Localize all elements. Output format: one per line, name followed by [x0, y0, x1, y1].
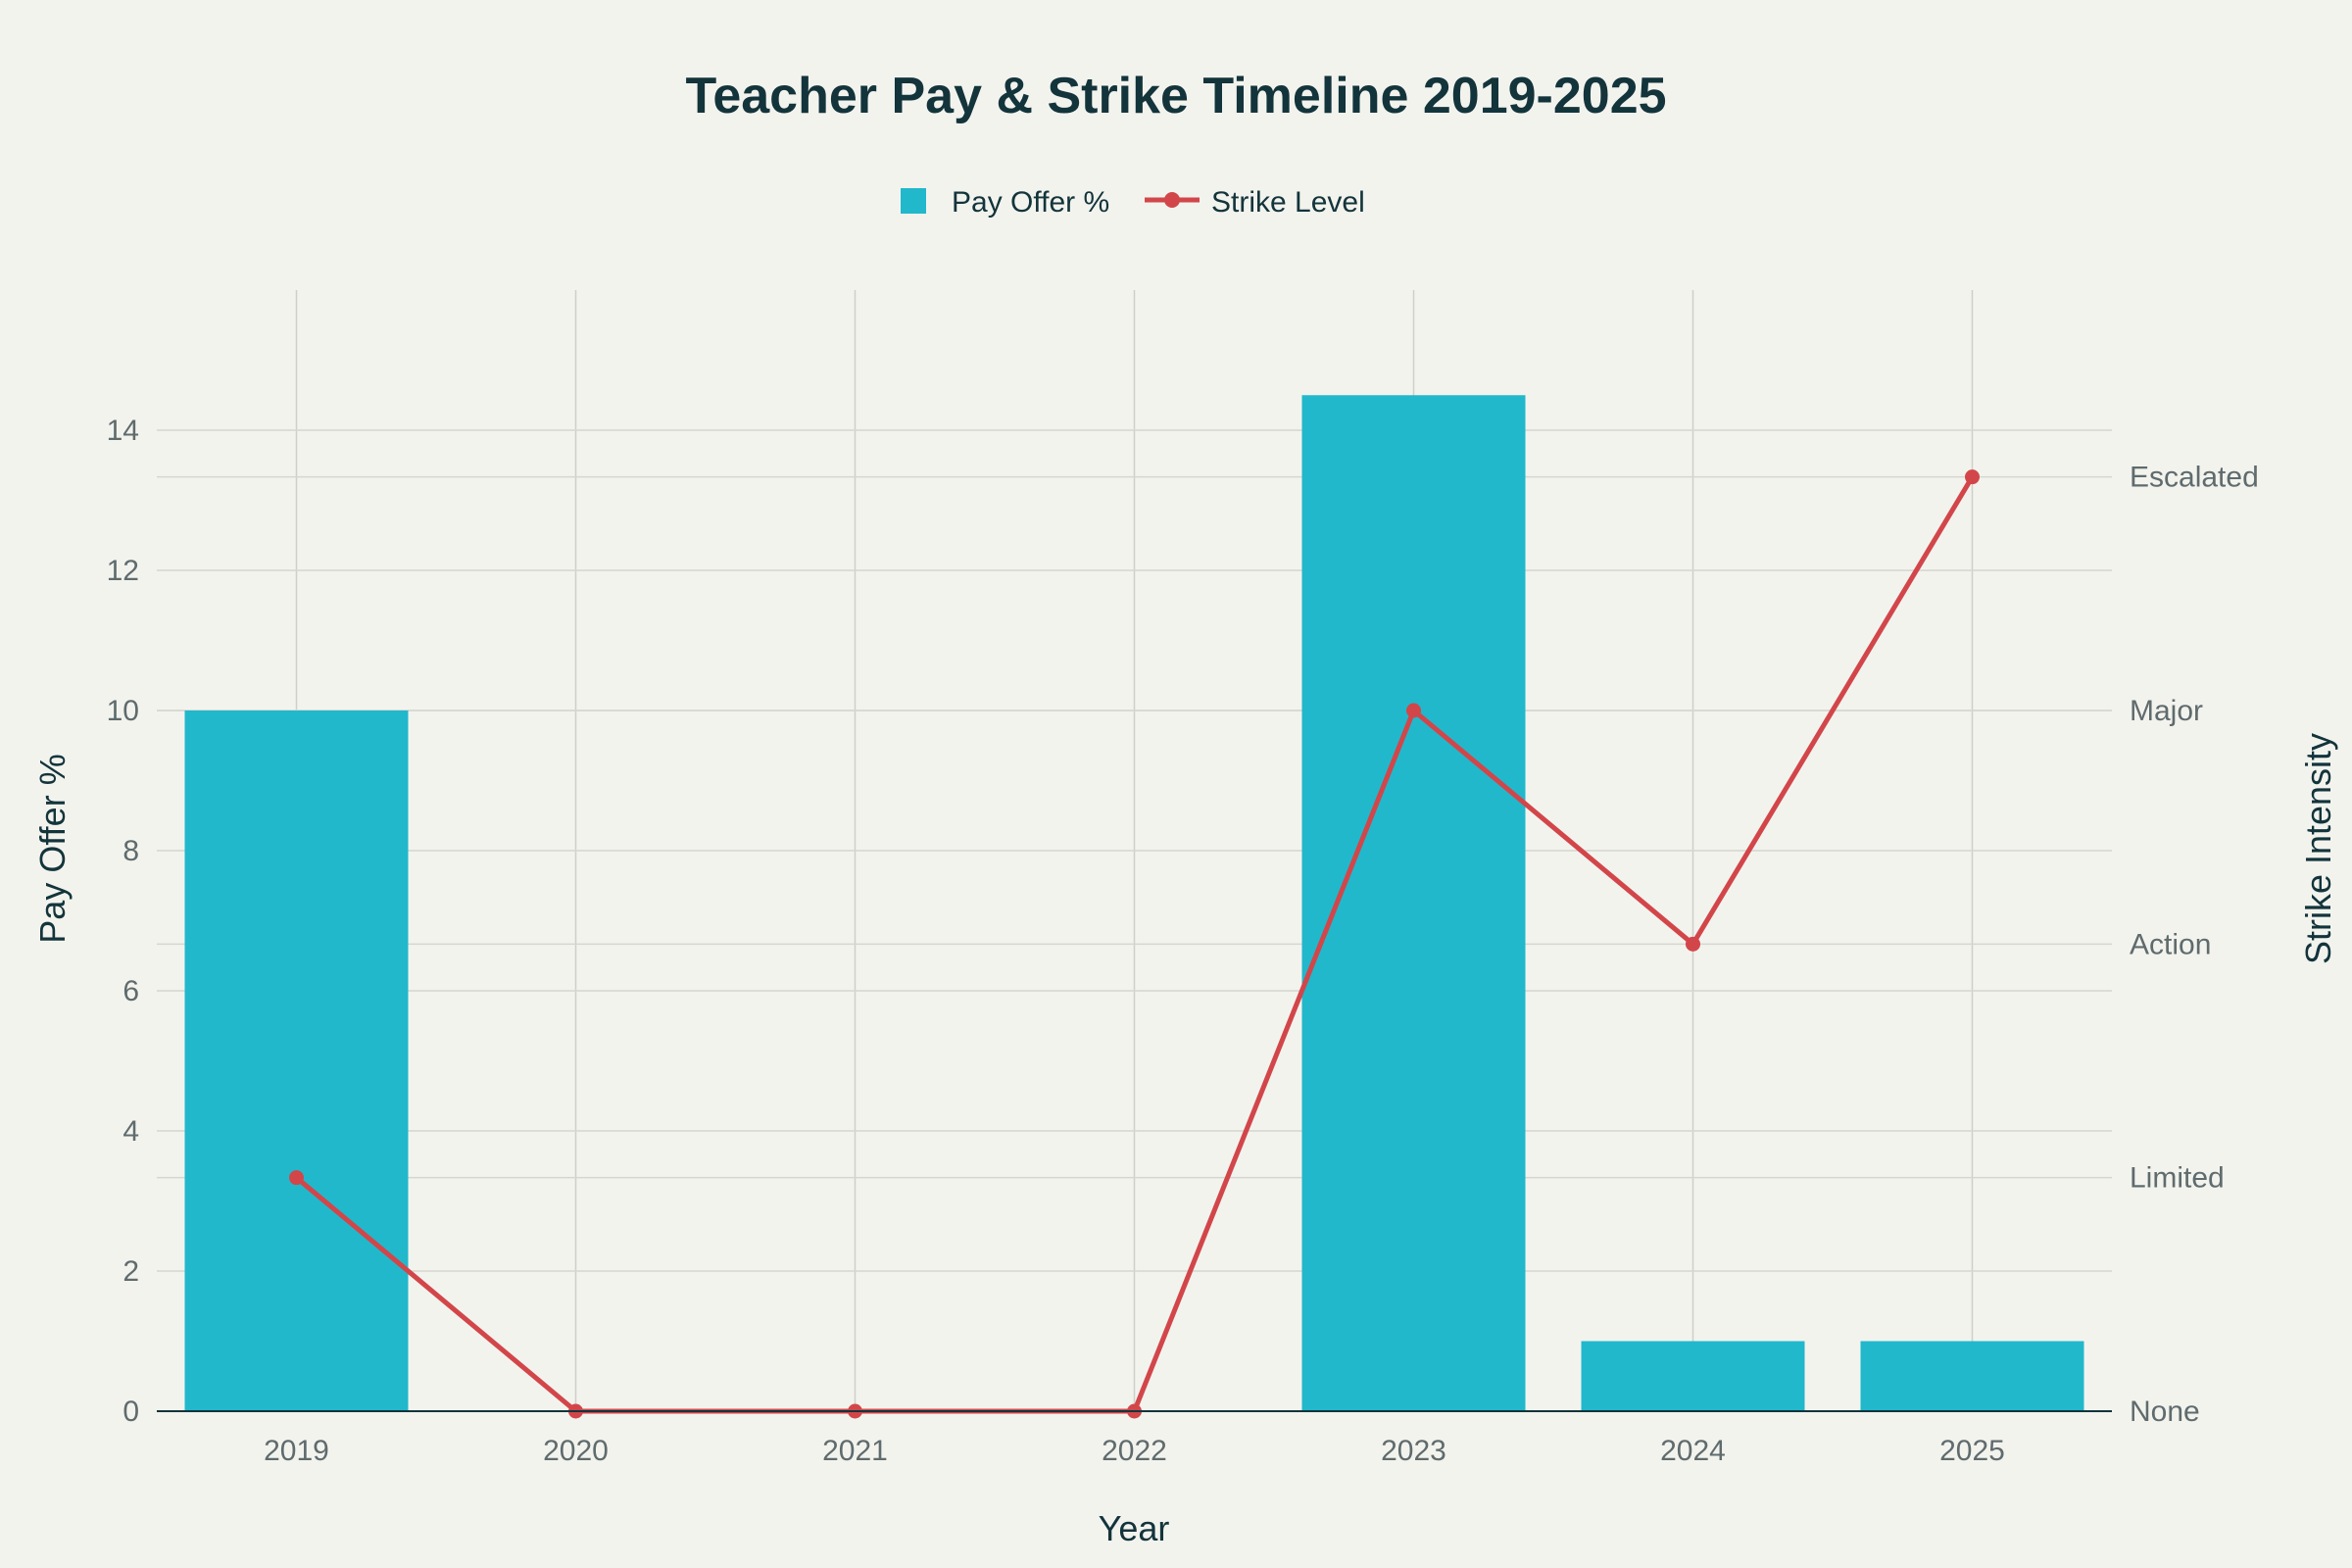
y-tick-label: 4: [122, 1115, 139, 1148]
y-tick-label: 6: [122, 975, 139, 1007]
x-tick-label: 2019: [264, 1435, 329, 1467]
chart-title: Teacher Pay & Strike Timeline 2019-2025: [685, 68, 1666, 124]
y2-tick-label: Action: [2130, 928, 2211, 960]
y2-tick-label: Limited: [2130, 1162, 2225, 1195]
x-tick-label: 2020: [543, 1435, 609, 1467]
legend-swatch-pay-offer: [901, 188, 926, 214]
x-axis-title: Year: [1099, 1508, 1170, 1548]
x-tick-label: 2021: [822, 1435, 888, 1467]
x-tick-label: 2024: [1660, 1435, 1726, 1467]
y-tick-label: 2: [122, 1255, 139, 1288]
point-strike-level-2023: [1406, 703, 1421, 718]
point-strike-level-2024: [1686, 936, 1700, 952]
x-tick-label: 2023: [1381, 1435, 1446, 1467]
bar-pay-offer-2019: [184, 710, 409, 1411]
y2-tick-label: Major: [2130, 695, 2203, 727]
legend: Pay Offer % Strike Level: [901, 186, 1365, 219]
bar-pay-offer-2024: [1581, 1341, 1805, 1411]
x-tick-label: 2025: [1939, 1435, 2005, 1467]
legend-label-pay-offer: Pay Offer %: [952, 186, 1109, 219]
x-tick-label: 2022: [1102, 1435, 1167, 1467]
grid-layer: [157, 290, 2112, 1411]
legend-label-strike-level: Strike Level: [1211, 186, 1365, 219]
y2-tick-label: None: [2130, 1396, 2200, 1428]
point-strike-level-2025: [1965, 469, 1980, 485]
y-tick-label: 0: [122, 1396, 139, 1428]
legend-swatch-strike-marker: [1164, 192, 1180, 208]
axis-layer: 0 2 4 6 8 10 12 14 None Limited Action Major Escalat…: [107, 415, 2259, 1467]
y-axis-title: Pay Offer %: [32, 754, 73, 943]
bar-pay-offer-2025: [1860, 1341, 2084, 1411]
y-tick-label: 10: [107, 695, 139, 727]
point-strike-level-2019: [289, 1170, 304, 1186]
y2-axis-title: Strike Intensity: [2298, 733, 2338, 964]
y-tick-label: 8: [122, 835, 139, 867]
y2-tick-label: Escalated: [2130, 462, 2259, 494]
y-tick-label: 14: [107, 415, 139, 447]
y-tick-label: 12: [107, 555, 139, 587]
